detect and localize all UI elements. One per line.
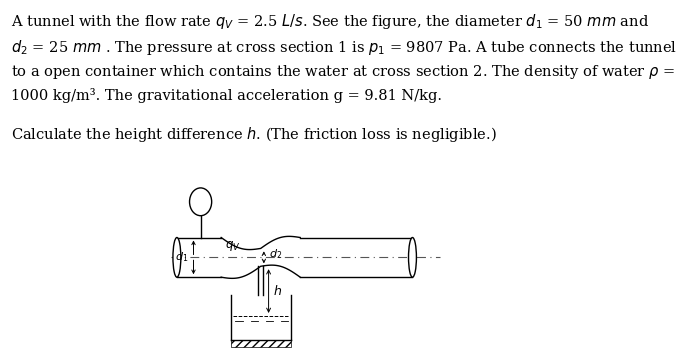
Text: $q_V$: $q_V$: [225, 239, 240, 253]
Ellipse shape: [173, 238, 181, 277]
Text: to a open container which contains the water at cross section 2. The density of : to a open container which contains the w…: [11, 63, 675, 81]
Text: Calculate the height difference $h$. (The friction loss is negligible.): Calculate the height difference $h$. (Th…: [11, 125, 497, 144]
Text: $d_2$: $d_2$: [269, 247, 282, 261]
Bar: [231, 340, 291, 347]
Circle shape: [189, 188, 212, 216]
Ellipse shape: [409, 238, 416, 277]
Text: A tunnel with the flow rate $q_V$ = 2.5 $L/s$. See the figure, the diameter $d_1: A tunnel with the flow rate $q_V$ = 2.5 …: [11, 12, 649, 31]
Text: $h$: $h$: [274, 284, 282, 298]
Text: $d_2$ = 25 $mm$ . The pressure at cross section 1 is $p_1$ = 9807 Pa. A tube con: $d_2$ = 25 $mm$ . The pressure at cross …: [11, 38, 677, 56]
Text: 1000 kg/m³. The gravitational acceleration g = 9.81 N/kg.: 1000 kg/m³. The gravitational accelerati…: [11, 88, 442, 103]
Text: $d_1$: $d_1$: [176, 251, 189, 264]
